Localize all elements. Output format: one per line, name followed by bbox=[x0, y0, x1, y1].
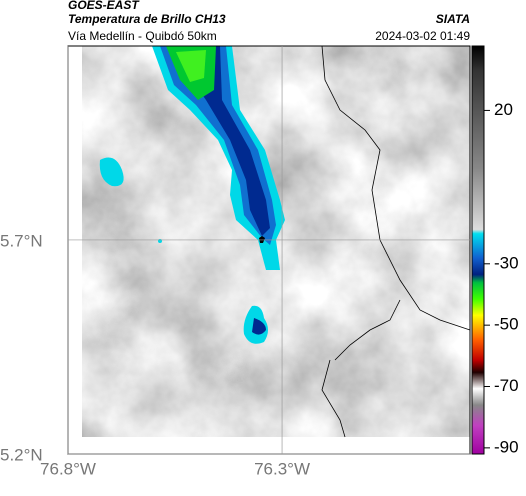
colorbar-label: -70 bbox=[494, 376, 519, 395]
colorbar bbox=[471, 45, 485, 455]
satellite-image bbox=[82, 45, 471, 438]
x-tick-label: 76.3°W bbox=[254, 459, 310, 478]
colorbar-label: -30 bbox=[494, 253, 519, 272]
x-tick-label: 76.8°W bbox=[40, 459, 96, 478]
title: Temperatura de Brillo CH13 bbox=[68, 12, 226, 26]
subtitle: Vía Medellín - Quibdó 50km bbox=[68, 29, 217, 43]
y-tick-label: 5.7°N bbox=[0, 231, 43, 250]
colorbar-label: -50 bbox=[494, 315, 519, 334]
source: SIATA bbox=[436, 12, 470, 26]
y-tick-label: 5.2°N bbox=[0, 445, 43, 464]
satellite: GOES-EAST bbox=[68, 0, 140, 12]
colorbar-label: 20 bbox=[494, 100, 513, 119]
datetime: 2024-03-02 01:49 bbox=[375, 29, 470, 43]
colorbar-label: -90 bbox=[494, 437, 519, 456]
